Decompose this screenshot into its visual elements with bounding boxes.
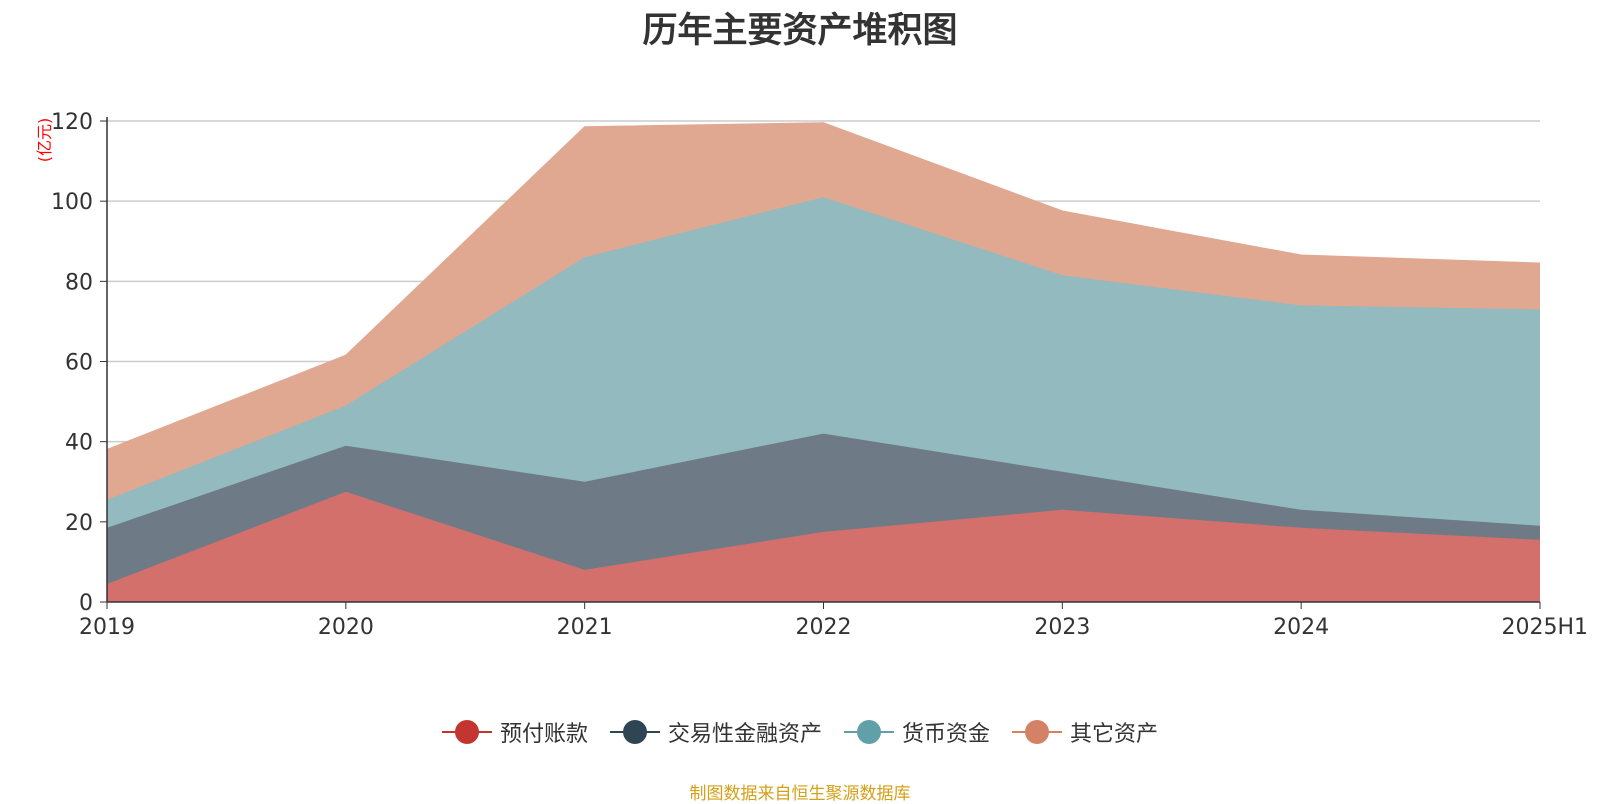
- area-series-edge-3: [106, 122, 1541, 451]
- x-tick-label: 2023: [1034, 615, 1090, 640]
- legend: 预付账款 交易性金融资产 货币资金 其它资产: [0, 716, 1600, 748]
- legend-marker-icon: [1012, 719, 1063, 745]
- legend-label: 交易性金融资产: [667, 722, 822, 747]
- area-series-2[interactable]: [107, 197, 1540, 528]
- y-tick-label: 120: [51, 110, 93, 135]
- legend-item-1[interactable]: 交易性金融资产: [609, 716, 822, 748]
- y-tick-label: 40: [65, 431, 93, 456]
- y-tick-label: 80: [65, 270, 93, 295]
- legend-label: 预付账款: [499, 722, 588, 747]
- y-tick-label: 20: [65, 511, 93, 536]
- y-axis-unit-label: (亿元): [35, 118, 54, 163]
- x-tick-label: 2024: [1273, 615, 1329, 640]
- axes: 0 20 40 60 80 100 120 2019 2020 2021 2022 2023 2024 2…: [51, 110, 1588, 640]
- legend-item-3[interactable]: 其它资产: [1012, 716, 1158, 748]
- legend-label: 其它资产: [1070, 722, 1159, 747]
- data-source-note: 制图数据来自恒生聚源数据库: [689, 784, 911, 804]
- area-series-3[interactable]: [107, 123, 1540, 500]
- legend-marker-icon: [441, 719, 492, 745]
- x-tick-label: 2025H1: [1501, 615, 1588, 640]
- x-tick-label: 2021: [557, 615, 613, 640]
- area-series-1[interactable]: [107, 433, 1540, 584]
- y-tick-label: 0: [79, 591, 93, 616]
- y-tick-label: 100: [51, 190, 93, 215]
- x-tick-label: 2020: [318, 615, 374, 640]
- legend-label: 货币资金: [902, 722, 991, 747]
- legend-item-0[interactable]: 预付账款: [441, 716, 588, 748]
- chart-title: 历年主要资产堆积图: [642, 11, 958, 51]
- stacked-areas: [106, 122, 1541, 602]
- y-tick-label: 60: [65, 351, 93, 376]
- legend-marker-icon: [609, 719, 660, 745]
- x-tick-label: 2022: [796, 615, 852, 640]
- legend-marker-icon: [844, 719, 894, 745]
- x-tick-label: 2019: [79, 615, 135, 640]
- legend-item-2[interactable]: 货币资金: [844, 716, 990, 748]
